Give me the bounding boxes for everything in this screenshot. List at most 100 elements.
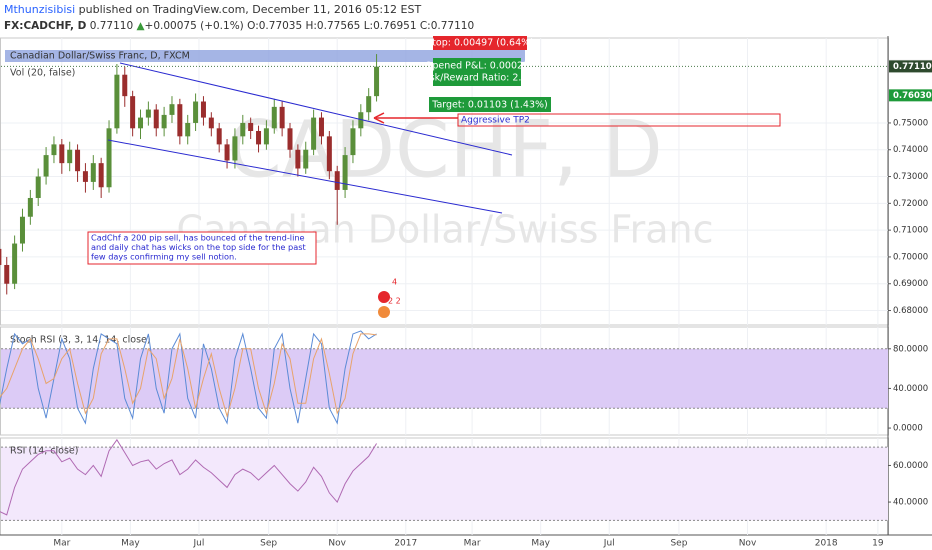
y-tick-label: 0.0000 (893, 424, 923, 434)
stop-label: Stop: 0.00497 (0.64%) (426, 38, 534, 49)
target-box (429, 97, 551, 112)
legend-band (5, 50, 525, 62)
candle-body (90, 163, 96, 182)
event-icon (378, 291, 390, 303)
candle-body (240, 122, 246, 137)
y-tick-label: 40.0000 (893, 384, 928, 394)
candle-body (153, 109, 159, 129)
price-badge-label: 0.76030 (893, 91, 932, 101)
candle-body (271, 106, 277, 129)
candle-body (295, 149, 301, 169)
pane-label: RSI (14, close) (10, 446, 78, 457)
event-label: 4 (392, 278, 397, 287)
candle-body (138, 117, 144, 129)
pane-label: Vol (20, false) (10, 68, 75, 79)
tp2-label: Aggressive TP2 (461, 116, 530, 126)
x-tick-label: May (531, 539, 550, 549)
price-badge (889, 89, 932, 102)
author[interactable]: Mthunzisibisi (4, 3, 76, 16)
candle-body (161, 114, 167, 129)
candle-body (334, 171, 340, 190)
event-label: 2 2 (388, 297, 401, 306)
candle-body (51, 144, 57, 156)
candle-body (287, 128, 293, 150)
x-tick-label: Jul (193, 539, 205, 549)
candle-body (326, 136, 332, 172)
x-tick-label: 2018 (815, 539, 838, 549)
y-tick-label: 0.71000 (893, 226, 928, 236)
x-tick-label: 19 (872, 539, 884, 549)
candle-body (318, 117, 324, 137)
ohlc: O:0.77035 H:0.77565 L:0.76951 C:0.77110 (247, 20, 475, 32)
candle-body (35, 176, 41, 198)
candle-body (67, 149, 73, 164)
candle-body (366, 96, 372, 113)
x-tick-label: Sep (260, 539, 277, 549)
trend-line (107, 139, 503, 214)
candle-body (12, 243, 18, 284)
y-tick-label: 0.70000 (893, 252, 928, 262)
candle-body (342, 155, 348, 190)
candle-body (98, 163, 104, 188)
candle-body (374, 66, 380, 97)
change: +0.00075 (+0.1%) (144, 20, 244, 32)
stop-box (433, 36, 527, 50)
candle-body (208, 117, 214, 129)
note-line: few days confirming my sell notion. (91, 252, 237, 262)
candle-body (350, 128, 356, 156)
candle-body (193, 101, 199, 123)
candle-body (19, 216, 25, 244)
candle-body (106, 128, 112, 188)
candle-body (145, 109, 151, 118)
price-badge-label: 0.77110 (893, 62, 932, 72)
y-tick-label: 0.73000 (893, 172, 928, 182)
x-tick-label: Mar (53, 539, 70, 549)
note-line: CadChf a 200 pip sell, has bounced of th… (91, 233, 305, 243)
candle-body (82, 171, 88, 182)
candle-body (311, 117, 317, 150)
oscillator-band (1, 447, 888, 521)
pane-label: Stoch RSI (3, 3, 14, 14, close) (10, 335, 151, 346)
trend-line (119, 62, 513, 156)
candle-body (122, 74, 128, 97)
note-box (87, 231, 317, 265)
candle-body (0, 248, 2, 265)
y-tick-label: 0.68000 (893, 306, 928, 316)
target-label: Target: 0.01103 (1.43%) (431, 100, 548, 111)
x-tick-label: Nov (328, 539, 346, 549)
publish-line: Mthunzisibisi published on TradingView.c… (4, 3, 421, 16)
y-tick-label: 80.0000 (893, 344, 928, 354)
candle-body (279, 106, 285, 129)
y-tick-label: 0.69000 (893, 279, 928, 289)
x-tick-label: Mar (464, 539, 481, 549)
tp2-box (457, 113, 781, 127)
note-line: and daily chat has wicks on the top side… (91, 242, 307, 252)
candle-body (303, 149, 309, 169)
published: published on TradingView.com, December 1… (78, 3, 422, 16)
x-tick-label: 2017 (394, 539, 417, 549)
candle-body (27, 197, 33, 217)
candle-body (114, 74, 120, 129)
y-tick-label: 40.0000 (893, 498, 928, 508)
candle-body (185, 122, 191, 137)
event-icon (378, 306, 390, 318)
price-badge (889, 60, 932, 73)
oscillator-line (0, 438, 377, 516)
arrow: ▲ (136, 20, 145, 32)
candle-body (263, 128, 269, 145)
watermark: CADCHF, D (227, 105, 663, 195)
candle-body (232, 136, 238, 161)
pnl-label: Opened P&L: 0.00023 (425, 61, 529, 72)
candle-body (43, 155, 49, 177)
candle-body (169, 104, 175, 115)
y-tick-label: 60.0000 (893, 461, 928, 471)
rr-label: Risk/Reward Ratio: 2.22 (420, 73, 533, 84)
symbol-line: FX:CADCHF, D 0.77110 ▲+0.00075 (+0.1%) O… (4, 20, 474, 32)
x-tick-label: May (121, 539, 140, 549)
legend: Canadian Dollar/Swiss Franc, D, FXCM (10, 51, 190, 62)
oscillator-line (0, 333, 377, 419)
x-tick-label: Sep (670, 539, 687, 549)
candle-body (358, 112, 364, 129)
